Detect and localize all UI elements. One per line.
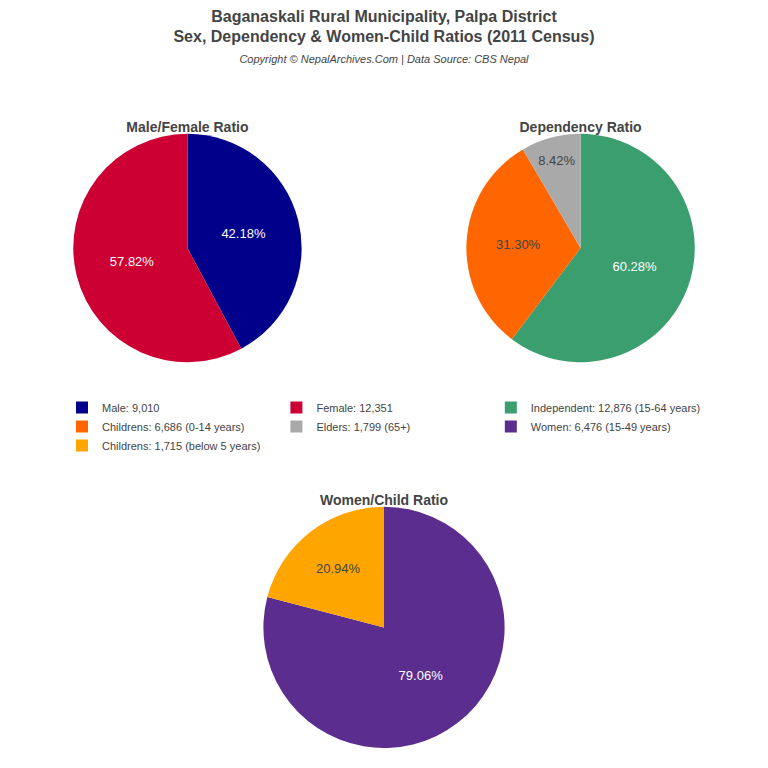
svg-text:Elders: 1,799 (65+): Elders: 1,799 (65+): [316, 421, 410, 433]
svg-text:Male: 9,010: Male: 9,010: [102, 402, 159, 414]
svg-text:Male/Female Ratio: Male/Female Ratio: [126, 119, 248, 135]
svg-text:57.82%: 57.82%: [110, 254, 155, 269]
svg-text:Female: 12,351: Female: 12,351: [316, 402, 392, 414]
svg-text:20.94%: 20.94%: [316, 561, 361, 576]
svg-text:Women: 6,476 (15-49 years): Women: 6,476 (15-49 years): [531, 421, 671, 433]
svg-text:60.28%: 60.28%: [612, 259, 657, 274]
svg-text:Women/Child Ratio: Women/Child Ratio: [320, 492, 448, 508]
svg-text:31.30%: 31.30%: [496, 237, 541, 252]
svg-text:79.06%: 79.06%: [399, 668, 444, 683]
svg-text:Childrens: 6,686 (0-14 years): Childrens: 6,686 (0-14 years): [102, 421, 244, 433]
svg-text:8.42%: 8.42%: [538, 153, 575, 168]
svg-text:Baganaskali Rural Municipality: Baganaskali Rural Municipality, Palpa Di…: [173, 8, 594, 66]
svg-text:Dependency Ratio: Dependency Ratio: [519, 119, 641, 135]
svg-text:Independent: 12,876 (15-64 yea: Independent: 12,876 (15-64 years): [531, 402, 700, 414]
svg-text:Childrens: 1,715 (below 5 year: Childrens: 1,715 (below 5 years): [102, 440, 260, 452]
svg-text:42.18%: 42.18%: [221, 226, 266, 241]
